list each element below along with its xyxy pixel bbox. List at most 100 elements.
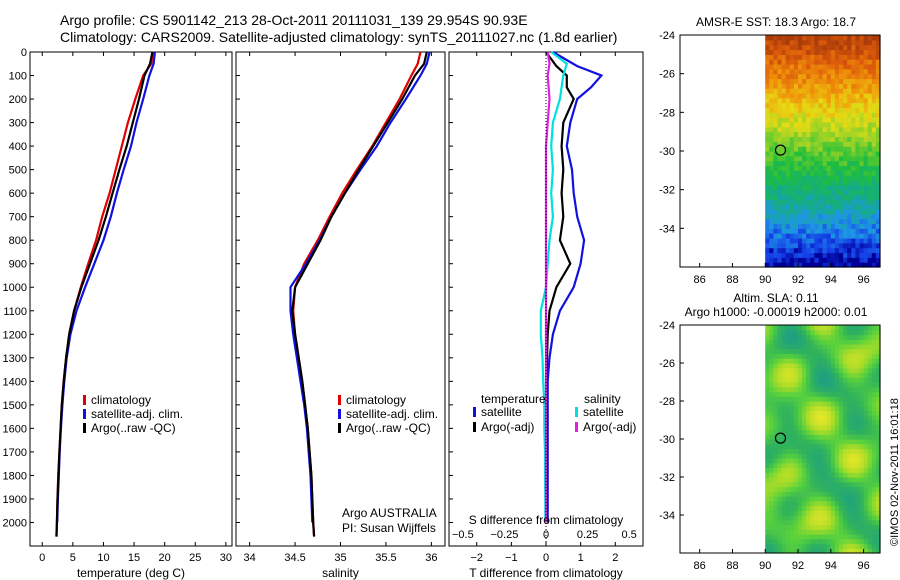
sla-map-cell [773, 424, 779, 431]
sst-map-cell [830, 83, 836, 89]
sla-map-cell [773, 529, 779, 535]
sla-map-cell [781, 458, 787, 464]
sla-map-cell [777, 401, 783, 407]
sst-map-cell [847, 102, 852, 109]
sla-map-cell [875, 543, 881, 549]
sst-map-cell [777, 175, 783, 181]
sla-map-cell [802, 548, 807, 554]
sla-map-cell [765, 519, 770, 526]
sst-map-cell [855, 160, 861, 167]
temperature-ytick-label: 900 [9, 259, 27, 271]
sst-map-cell [834, 228, 840, 234]
sla-map-cell [814, 543, 820, 549]
sla-map-cell [843, 429, 848, 435]
sla-map-cell [855, 334, 861, 340]
sst-map-cell [847, 117, 852, 123]
sst-map-cell [875, 39, 881, 46]
sla-map-cell [773, 339, 779, 345]
sla-map-cell [773, 477, 779, 483]
sla-map-cell [871, 548, 877, 554]
sla-map-cell [822, 372, 828, 378]
sla-map-cell [859, 453, 865, 459]
sst-map-cell [802, 78, 807, 84]
temperature-xlabel: temperature (deg C) [77, 566, 185, 580]
sst-map-cell [798, 102, 803, 109]
sla-map-cell [839, 424, 844, 431]
sla-map-cell [785, 377, 791, 383]
temperature-ytick-label: 400 [9, 141, 27, 153]
sla-map-cell [826, 462, 832, 469]
sla-map-cell [851, 410, 856, 416]
sla-map-cell [830, 453, 836, 459]
sla-map-cell [839, 325, 844, 331]
sst-map-cell [765, 88, 770, 94]
sla-map-cell [793, 401, 799, 407]
sst-map-cell [839, 107, 844, 113]
sst-map-cell [798, 194, 803, 200]
sla-map-cell [769, 372, 774, 378]
sla-map-cell [814, 372, 820, 378]
sla-map-cell [834, 462, 840, 469]
sst-map-cell [781, 54, 787, 60]
sla-map-cell [806, 424, 811, 431]
sst-map-cell [793, 68, 799, 75]
sst-map-cell [793, 117, 799, 123]
sla-map-cell [859, 396, 865, 402]
sst-map-cell [867, 252, 873, 258]
sla-map-cell [765, 339, 770, 345]
sst-map-cell [806, 228, 811, 234]
sst-map-cell [769, 209, 774, 215]
sst-map-cell [806, 141, 811, 147]
sla-map-cell [859, 439, 865, 445]
sla-map-cell [871, 420, 877, 426]
sla-map-cell [777, 458, 783, 464]
sla-map-cell [855, 453, 861, 459]
sla-map-cell [871, 415, 877, 421]
sst-map-cell [793, 136, 799, 142]
sst-map-cell [830, 204, 836, 210]
sla-map-cell [843, 524, 848, 530]
sst-map-cell [769, 151, 774, 157]
sst-map-cell [839, 97, 844, 104]
sla-map-cell [773, 505, 779, 511]
sla-map-cell [785, 391, 791, 397]
sla-map-cell [818, 462, 824, 469]
sst-map-cell [859, 199, 865, 205]
sst-map-cell [826, 68, 832, 75]
sst-map-cell [863, 209, 869, 215]
sla-map-cell [798, 543, 803, 549]
sla-map-cell [855, 439, 861, 445]
sst-map-cell [814, 189, 820, 196]
sst-map-cell [875, 117, 881, 123]
sst-map-cell [810, 194, 815, 200]
sst-map-cell [855, 228, 861, 234]
sla-map-cell [814, 401, 820, 407]
sst-map-cell [789, 35, 795, 41]
sst-map-cell [810, 35, 815, 41]
sla-map-cell [830, 372, 836, 378]
sla-map-cell [839, 462, 844, 469]
sla-map-cell [773, 500, 779, 507]
sst-map-cell [875, 199, 881, 205]
sla-map-cell [810, 358, 815, 364]
sla-map-cell [781, 472, 787, 478]
sla-map-cell [765, 486, 770, 492]
sla-map-cell [789, 415, 795, 421]
sla-map-cell [871, 363, 877, 369]
sla-map-cell [765, 344, 770, 350]
sla-map-cell [785, 396, 791, 402]
sst-map-cell [793, 73, 799, 80]
sla-map-cell [855, 534, 861, 540]
sla-map-cell [871, 434, 877, 440]
sla-map-cell [839, 448, 844, 454]
sst-map-cell [834, 199, 840, 205]
sla-map-cell [777, 353, 783, 359]
sla-map-cell [875, 420, 881, 426]
sst-map-cell [769, 64, 774, 70]
sla-map-cell [830, 486, 836, 492]
sla-map-cell [785, 434, 791, 440]
sst-map-cell [859, 189, 865, 196]
sla-map-cell [769, 439, 774, 445]
sla-map-cell [777, 386, 783, 393]
sla-map-cell [798, 334, 803, 340]
